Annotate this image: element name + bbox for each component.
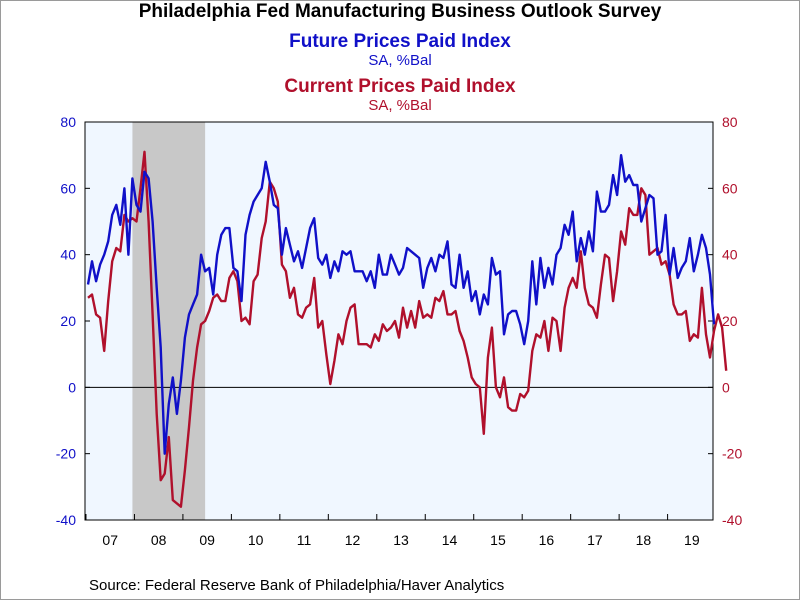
left-y-tick-label: -20: [56, 446, 76, 462]
x-tick-label: 07: [102, 532, 118, 548]
x-tick-label: 17: [587, 532, 603, 548]
right-y-tick-label: 0: [722, 379, 730, 395]
left-y-tick-label: -40: [56, 512, 76, 528]
x-tick-label: 10: [248, 532, 264, 548]
x-tick-label: 08: [151, 532, 167, 548]
future-prices-paid-line: [86, 153, 716, 455]
x-tick-label: 11: [297, 532, 312, 548]
x-tick-label: 19: [684, 532, 700, 548]
left-y-tick-label: 20: [60, 313, 76, 329]
source-note: Source: Federal Reserve Bank of Philadel…: [89, 577, 505, 594]
right-y-tick-label: 60: [722, 180, 738, 196]
x-tick-label: 14: [442, 532, 458, 548]
x-tick-label: 13: [393, 532, 409, 548]
current-series-title: Current Prices Paid Index: [284, 76, 516, 97]
x-tick-label: 15: [490, 532, 506, 548]
current-prices-paid-line: [87, 150, 728, 508]
left-y-tick-label: 0: [68, 379, 76, 395]
current-series-unit: SA, %Bal: [368, 97, 432, 114]
x-tick-label: 12: [345, 532, 361, 548]
right-y-tick-label: 40: [722, 247, 738, 263]
left-y-tick-label: 60: [60, 180, 76, 196]
right-y-tick-label: 80: [722, 114, 738, 130]
x-tick-label: 18: [636, 532, 652, 548]
right-y-tick-label: 20: [722, 313, 738, 329]
right-y-tick-label: -40: [722, 512, 742, 528]
right-y-tick-label: -20: [722, 446, 742, 462]
chart-title: Philadelphia Fed Manufacturing Business …: [138, 1, 662, 22]
future-series-title: Future Prices Paid Index: [289, 31, 511, 52]
x-tick-label: 09: [199, 532, 215, 548]
left-y-tick-label: 80: [60, 114, 76, 130]
left-y-tick-label: 40: [60, 247, 76, 263]
future-series-unit: SA, %Bal: [368, 52, 432, 69]
x-tick-label: 16: [539, 532, 555, 548]
